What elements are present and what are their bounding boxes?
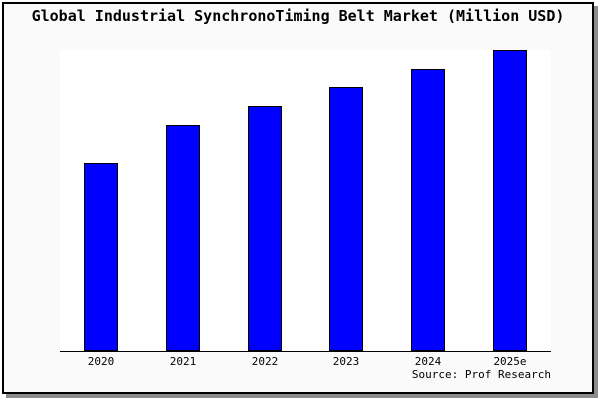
bar-2024 [411,69,445,351]
plot-area [60,50,551,352]
chart-title: Global Industrial SynchronoTiming Belt M… [31,7,565,25]
x-tick-label-2024: 2024 [414,355,442,368]
x-tick-label-2023: 2023 [332,355,360,368]
x-tick-label-2025e: 2025e [493,355,527,368]
x-tick-label-2021: 2021 [169,355,197,368]
x-tick-label-2022: 2022 [251,355,279,368]
bar-2023 [329,87,363,351]
chart-frame: Global Industrial SynchronoTiming Belt M… [2,2,594,394]
bar-2020 [84,163,118,351]
bar-2021 [166,125,200,351]
bar-2022 [248,106,282,351]
source-label: Source: Prof Research [411,368,551,381]
bar-2025e [493,50,527,351]
x-tick-label-2020: 2020 [87,355,115,368]
